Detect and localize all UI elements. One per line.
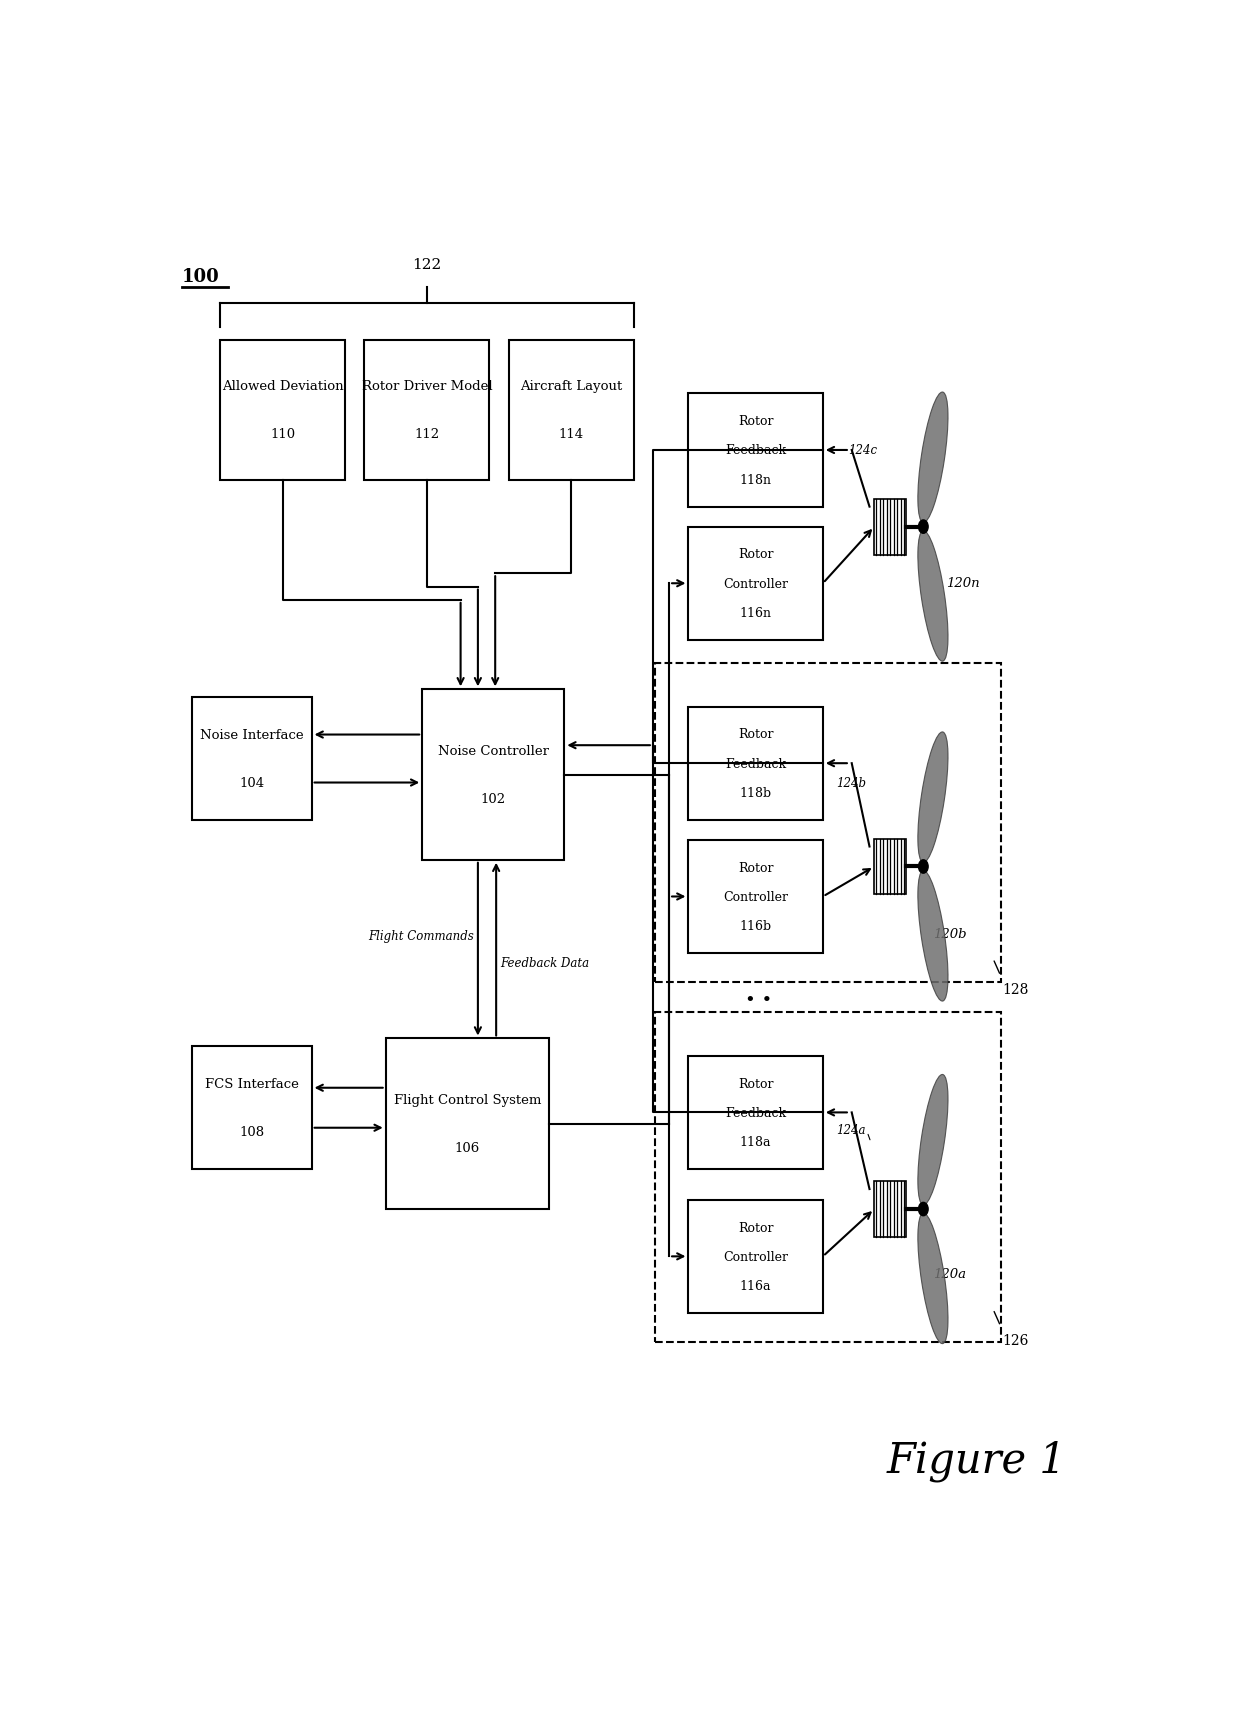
Circle shape — [919, 521, 928, 535]
Circle shape — [919, 1202, 928, 1216]
Text: FCS Interface: FCS Interface — [205, 1078, 299, 1090]
Ellipse shape — [918, 870, 949, 1002]
Text: 120n: 120n — [946, 576, 980, 590]
Text: 124a: 124a — [837, 1123, 866, 1137]
Text: 124b: 124b — [836, 777, 866, 789]
Text: Rotor: Rotor — [738, 1078, 774, 1090]
Text: Noise Controller: Noise Controller — [438, 744, 549, 758]
Text: 118n: 118n — [739, 474, 771, 486]
Text: Feedback: Feedback — [725, 445, 786, 457]
Text: Allowed Deviation: Allowed Deviation — [222, 381, 343, 393]
Text: Aircraft Layout: Aircraft Layout — [520, 381, 622, 393]
Text: 122: 122 — [413, 258, 441, 272]
Text: 120b: 120b — [934, 927, 967, 939]
Text: 106: 106 — [455, 1142, 480, 1154]
Text: Rotor: Rotor — [738, 862, 774, 874]
Text: Flight Control System: Flight Control System — [393, 1093, 541, 1107]
Ellipse shape — [918, 531, 949, 663]
Ellipse shape — [918, 1074, 949, 1206]
Text: Rotor: Rotor — [738, 548, 774, 561]
Text: Controller: Controller — [723, 578, 789, 590]
Text: Feedback Data: Feedback Data — [500, 957, 589, 969]
Circle shape — [919, 860, 928, 874]
FancyBboxPatch shape — [191, 1047, 311, 1169]
Text: 118a: 118a — [740, 1135, 771, 1149]
FancyBboxPatch shape — [874, 1182, 906, 1237]
Text: 112: 112 — [414, 429, 439, 441]
Text: 120a: 120a — [934, 1266, 966, 1280]
FancyBboxPatch shape — [688, 528, 823, 640]
Text: Rotor: Rotor — [738, 415, 774, 427]
FancyBboxPatch shape — [688, 1201, 823, 1313]
Text: 116n: 116n — [739, 607, 771, 619]
Text: 118b: 118b — [739, 787, 771, 799]
Text: Feedback: Feedback — [725, 758, 786, 770]
Text: 100: 100 — [182, 268, 219, 285]
Text: Figure 1: Figure 1 — [887, 1439, 1066, 1481]
Text: 104: 104 — [239, 777, 264, 789]
FancyBboxPatch shape — [688, 841, 823, 953]
Ellipse shape — [918, 1213, 949, 1344]
FancyBboxPatch shape — [386, 1038, 549, 1209]
Text: 102: 102 — [481, 792, 506, 806]
FancyBboxPatch shape — [191, 697, 311, 820]
FancyBboxPatch shape — [221, 341, 345, 481]
Text: Rotor: Rotor — [738, 1221, 774, 1233]
Text: 108: 108 — [239, 1126, 264, 1138]
Ellipse shape — [918, 732, 949, 863]
FancyBboxPatch shape — [874, 839, 906, 894]
FancyBboxPatch shape — [874, 500, 906, 555]
Text: 110: 110 — [270, 429, 295, 441]
FancyBboxPatch shape — [688, 394, 823, 507]
Text: 124c: 124c — [848, 443, 878, 457]
FancyBboxPatch shape — [688, 1055, 823, 1169]
FancyBboxPatch shape — [688, 708, 823, 820]
Text: 114: 114 — [558, 429, 584, 441]
Text: Rotor Driver Model: Rotor Driver Model — [362, 381, 492, 393]
Text: Feedback: Feedback — [725, 1105, 786, 1119]
Text: Rotor: Rotor — [738, 728, 774, 740]
Text: 128: 128 — [1003, 983, 1029, 996]
Text: 116b: 116b — [739, 920, 771, 932]
Text: 116a: 116a — [740, 1280, 771, 1292]
FancyBboxPatch shape — [422, 690, 564, 860]
Ellipse shape — [918, 393, 949, 522]
Text: • •: • • — [745, 991, 773, 1009]
Text: 126: 126 — [1003, 1334, 1029, 1348]
Text: Flight Commands: Flight Commands — [368, 929, 474, 943]
FancyBboxPatch shape — [508, 341, 634, 481]
Text: Controller: Controller — [723, 891, 789, 903]
Text: Controller: Controller — [723, 1251, 789, 1263]
FancyBboxPatch shape — [365, 341, 490, 481]
Text: Noise Interface: Noise Interface — [200, 728, 304, 742]
